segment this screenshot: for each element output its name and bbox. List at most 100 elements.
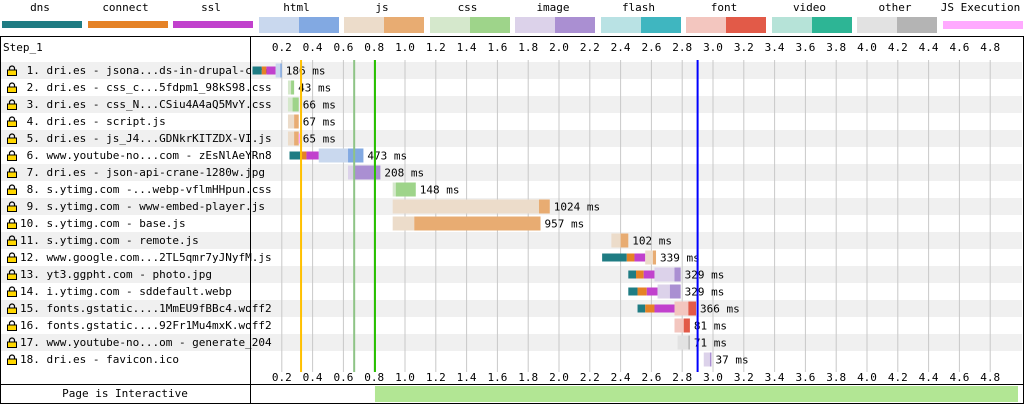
download-bar	[414, 216, 541, 231]
dns-bar	[628, 270, 636, 279]
download-bar	[291, 80, 295, 95]
request-duration: 66 ms	[303, 99, 336, 112]
legend-label: video	[792, 1, 827, 14]
axis-tick-label-top: 0.6	[333, 41, 353, 54]
request-row[interactable]: 7. dri.es - json-api-crane-1280w.jpg	[1, 164, 1022, 181]
request-row[interactable]: 12. www.google.com...2TL5qmr7yJNyfM.js	[1, 249, 1022, 266]
legend-item-connect: connect	[86, 0, 168, 28]
request-row[interactable]: 17. www.youtube-no...om - generate_204	[1, 334, 1022, 351]
axis-tick-label-top: 1.4	[457, 41, 477, 54]
legend-label: css	[457, 1, 478, 14]
axis-tick-label-top: 3.6	[795, 41, 815, 54]
request-url: 6. www.youtube-no...com - zEsNlAeYRn8	[20, 149, 272, 162]
wait-bar	[287, 114, 295, 129]
connect-bar	[300, 151, 307, 160]
request-url: 17. www.youtube-no...om - generate_204	[20, 336, 272, 349]
lock-icon	[7, 82, 17, 93]
page-interactive-label: Page is Interactive	[62, 387, 188, 400]
request-row[interactable]: 2. dri.es - css_c...5fdpm1_98kS98.css	[1, 79, 1022, 96]
axis-tick-label-top: 1.8	[518, 41, 538, 54]
request-duration: 81 ms	[694, 320, 727, 333]
request-url: 1. dri.es - jsona...ds-in-drupal-core	[20, 64, 272, 77]
dns-bar	[602, 253, 627, 262]
dns-bar	[252, 66, 262, 75]
request-url: 18. dri.es - favicon.ico	[20, 353, 179, 366]
axis-tick-label-top: 2.4	[611, 41, 631, 54]
wait-bar	[392, 199, 539, 214]
axis-tick-label-top: 3.4	[765, 41, 785, 54]
legend-item-video: video	[770, 0, 852, 33]
request-url: 16. fonts.gstatic....92Fr1Mu4mxK.woff2	[20, 319, 272, 332]
lock-icon	[7, 320, 17, 331]
ssl-bar	[646, 287, 658, 296]
request-duration: 186 ms	[286, 65, 326, 78]
request-duration: 957 ms	[545, 218, 585, 231]
axis-tick-label-top: 0.8	[364, 41, 384, 54]
download-bar	[348, 148, 364, 163]
request-row[interactable]: 14. i.ytimg.com - sddefault.webp	[1, 283, 1022, 300]
request-row[interactable]: 1. dri.es - jsona...ds-in-drupal-core	[1, 62, 1022, 79]
request-row[interactable]: 4. dri.es - script.js	[1, 113, 1022, 130]
legend-item-font: font	[684, 0, 766, 33]
dns-bar	[637, 304, 646, 313]
legend-swatch	[429, 17, 510, 33]
request-row[interactable]: 15. fonts.gstatic....1MmEU9fBBc4.woff2	[1, 300, 1022, 317]
connect-bar	[261, 66, 267, 75]
lock-icon	[7, 65, 17, 76]
wait-bar	[318, 148, 349, 163]
download-bar	[294, 114, 299, 129]
ssl-bar	[306, 151, 319, 160]
request-duration: 65 ms	[303, 133, 336, 146]
axis-tick-label-top: 3.2	[734, 41, 754, 54]
lock-icon	[7, 184, 17, 195]
download-bar	[538, 199, 550, 214]
ssl-bar	[634, 253, 646, 262]
wait-bar	[275, 63, 281, 78]
axis-tick-label-bottom: 2.0	[549, 371, 569, 384]
ssl-bar	[654, 304, 675, 313]
wait-bar	[703, 352, 710, 367]
lock-icon	[7, 269, 17, 280]
axis-tick-label-bottom: 4.4	[919, 371, 939, 384]
request-row[interactable]: 11. s.ytimg.com - remote.js	[1, 232, 1022, 249]
legend-item-other: other	[855, 0, 937, 33]
axis-tick-label-bottom: 3.2	[734, 371, 754, 384]
axis-tick-label-bottom: 4.6	[949, 371, 969, 384]
request-url: 10. s.ytimg.com - base.js	[20, 217, 186, 230]
axis-tick-label-top: 0.2	[272, 41, 292, 54]
lock-icon	[7, 303, 17, 314]
request-row[interactable]: 10. s.ytimg.com - base.js	[1, 215, 1022, 232]
lock-icon	[7, 201, 17, 212]
request-row[interactable]: 8. s.ytimg.com -...webp-vflmHHpun.css	[1, 181, 1022, 198]
legend-item-flash: flash	[599, 0, 681, 33]
request-row[interactable]: 3. dri.es - css_N...CSiu4A4aQ5MvY.css	[1, 96, 1022, 113]
download-bar	[688, 301, 697, 316]
request-url: 14. i.ytimg.com - sddefault.webp	[20, 285, 232, 298]
request-row[interactable]: 6. www.youtube-no...com - zEsNlAeYRn8	[1, 147, 1022, 164]
request-row[interactable]: 5. dri.es - js_J4...GDNkrKITZDX-VI.js	[1, 130, 1022, 147]
legend-swatch	[600, 17, 681, 33]
axis-tick-label-bottom: 1.4	[457, 371, 477, 384]
axis-tick-label-bottom: 0.6	[333, 371, 353, 384]
legend-label: JS Execution	[940, 1, 1021, 14]
request-row[interactable]: 18. dri.es - favicon.ico	[1, 351, 1022, 368]
download-bar	[354, 165, 381, 180]
lock-icon	[7, 354, 17, 365]
legend-item-css: css	[428, 0, 510, 33]
request-url: 12. www.google.com...2TL5qmr7yJNyfM.js	[20, 251, 272, 264]
request-row[interactable]: 13. yt3.ggpht.com - photo.jpg	[1, 266, 1022, 283]
axis-tick-label-bottom: 0.8	[364, 371, 384, 384]
step-label: Step_1	[3, 41, 43, 54]
dns-bar	[289, 151, 301, 160]
axis-tick-label-bottom: 3.0	[703, 371, 723, 384]
request-row[interactable]: 16. fonts.gstatic....92Fr1Mu4mxK.woff2	[1, 317, 1022, 334]
download-bar	[395, 182, 416, 197]
legend-swatch	[515, 17, 595, 33]
axis-tick-label-top: 3.0	[703, 41, 723, 54]
legend-item-html: html	[257, 0, 339, 33]
axis-tick-label-bottom: 1.8	[518, 371, 538, 384]
download-bar	[620, 233, 629, 248]
legend-label: flash	[621, 1, 656, 14]
wait-bar	[674, 301, 689, 316]
axis-tick-label-bottom: 2.6	[641, 371, 661, 384]
